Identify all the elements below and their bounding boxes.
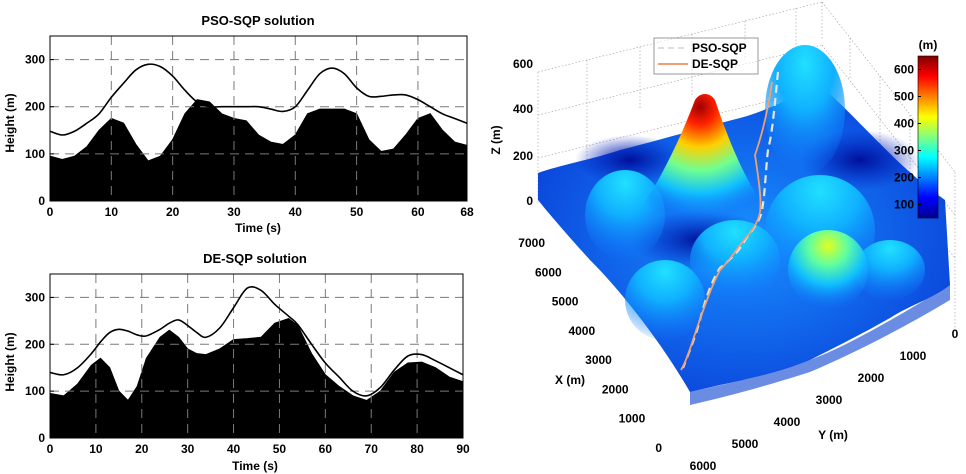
y-tick-label: 200: [25, 337, 45, 351]
y-tick-label: 200: [25, 100, 45, 114]
x-tick-label: 20: [135, 442, 149, 456]
y-tick-label: 0: [952, 327, 959, 341]
x-tick-label: 70: [365, 442, 379, 456]
x-tick-label: 3000: [585, 353, 612, 367]
legend-label: DE-SQP: [692, 57, 738, 71]
y-tick-label: 1000: [900, 349, 927, 363]
x-tick-label: 2000: [602, 382, 629, 396]
y-tick-label: 0: [38, 194, 45, 208]
z-tick-label: 400: [513, 102, 533, 116]
y-tick-label: 100: [25, 384, 45, 398]
y-tick-label: 6000: [690, 459, 717, 473]
y-tick-label: 300: [25, 290, 45, 304]
colorbar-tick-label: 600: [894, 63, 914, 77]
x-tick-label: 20: [166, 205, 180, 219]
y-tick-label: 5000: [732, 437, 759, 451]
x-tick-label: 90: [456, 442, 470, 456]
z-tick-label: 200: [513, 149, 533, 163]
x-tick-label: 0: [47, 442, 54, 456]
trajectory-line: [49, 286, 464, 397]
pso-sqp-panel: PSO-SQP solution 0 10 20 30 40 50 60 68 0 100 200 3…: [3, 13, 474, 235]
terrain-surface: [538, 45, 950, 405]
x-axis-label: Time (s): [232, 459, 278, 473]
x-tick-label: 30: [181, 442, 195, 456]
x-tick-label: 4000: [568, 324, 595, 338]
x-tick-label: 60: [411, 205, 425, 219]
x-tick-label: 0: [47, 205, 54, 219]
x-tick-label: 68: [460, 205, 474, 219]
y-axis-label: Height (m): [3, 93, 17, 152]
x-tick-label: 60: [319, 442, 333, 456]
x-tick-label: 40: [289, 205, 303, 219]
x-tick-label: 1000: [619, 412, 646, 426]
de-sqp-panel: DE-SQP solution 0 10 20 30 40 50 60 70 80 90 0 100 2…: [3, 251, 470, 473]
colorbar-tick-label: 100: [894, 198, 914, 212]
colorbar-title: (m): [919, 38, 938, 52]
x-tick-label: 50: [273, 442, 287, 456]
x-tick-label: 80: [410, 442, 424, 456]
trajectory-line: [49, 63, 468, 136]
colorbar-tick-label: 300: [894, 144, 914, 158]
de-sqp-path: [680, 81, 773, 371]
colorbar: (m) 100 200 300 400 500 600: [894, 38, 939, 219]
y-tick-label: 0: [38, 431, 45, 445]
x-tick-label: 10: [89, 442, 103, 456]
y-axis-label: Y (m): [818, 428, 848, 442]
y-tick-label: 4000: [774, 415, 801, 429]
plot-frame: [49, 273, 464, 439]
x-tick-label: 7000: [518, 236, 545, 250]
x-tick-label: 50: [350, 205, 364, 219]
legend: PSO-SQP DE-SQP: [653, 37, 759, 75]
z-axis-label: Z (m): [489, 125, 503, 154]
x-tick-label: 5000: [552, 295, 579, 309]
plot-frame: [49, 35, 468, 202]
x-tick-label: 30: [227, 205, 241, 219]
legend-label: PSO-SQP: [692, 41, 747, 55]
x-axis-label: Time (s): [235, 221, 281, 235]
z-tick-label: 600: [513, 57, 533, 71]
panel-title: DE-SQP solution: [203, 251, 307, 266]
y-axis-label: Height (m): [3, 332, 17, 391]
surface-3d-panel: Z (m) X (m) Y (m) PSO-SQP DE-SQP (m) 100…: [489, 1, 959, 473]
panel-title: PSO-SQP solution: [201, 13, 314, 28]
x-tick-label: 40: [227, 442, 241, 456]
y-tick-label: 2000: [858, 371, 885, 385]
x-tick-label: 10: [105, 205, 119, 219]
y-tick-label: 3000: [816, 393, 843, 407]
z-tick-label: 0: [526, 194, 533, 208]
x-tick-label: 0: [655, 441, 662, 455]
x-tick-label: 6000: [535, 265, 562, 279]
x-axis-label: X (m): [555, 373, 585, 387]
colorbar-tick-label: 200: [894, 171, 914, 185]
terrain-area: [49, 99, 468, 202]
colorbar-tick-label: 500: [894, 90, 914, 104]
y-tick-label: 300: [25, 53, 45, 67]
y-tick-label: 100: [25, 147, 45, 161]
colorbar-tick-label: 400: [894, 117, 914, 131]
terrain-area: [49, 317, 464, 439]
